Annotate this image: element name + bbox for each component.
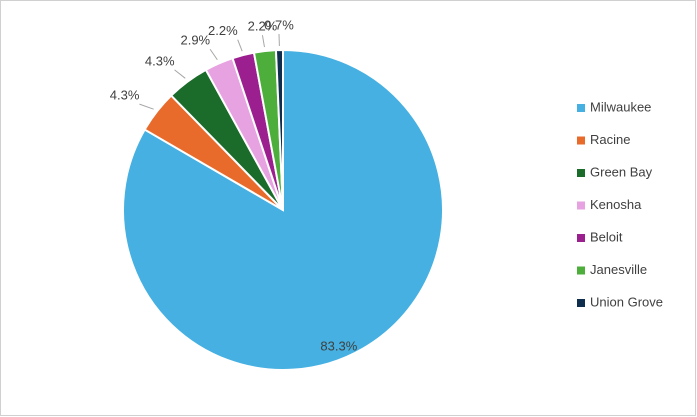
leader-line: [261, 35, 265, 48]
legend-label: Beloit: [590, 229, 623, 244]
legend-label: Milwaukee: [590, 99, 651, 114]
legend-label: Kenosha: [590, 197, 642, 212]
pie-slice: [274, 48, 284, 211]
legend-label: Union Grove: [590, 294, 663, 309]
legend-swatch: [577, 234, 585, 242]
legend-label: Janesville: [590, 262, 647, 277]
leader-line: [174, 69, 186, 79]
legend-swatch: [577, 169, 585, 177]
legend-swatch: [577, 201, 585, 210]
legend-swatch: [577, 299, 585, 307]
legend-swatch: [577, 104, 585, 112]
data-label: 4.3%: [145, 53, 175, 68]
data-label: 0.7%: [264, 17, 294, 32]
data-label: 2.9%: [180, 33, 210, 48]
data-label: 2.2%: [208, 23, 238, 38]
leader-line: [209, 48, 218, 61]
legend-label: Green Bay: [590, 164, 653, 179]
legend-swatch: [577, 266, 585, 275]
legend-label: Racine: [590, 132, 630, 147]
data-label: 2.2%: [248, 19, 278, 34]
legend-swatch: [577, 136, 585, 145]
data-label: 83.3%: [320, 339, 357, 354]
data-label: 4.3%: [110, 88, 140, 103]
leader-line: [139, 103, 154, 110]
leader-line: [237, 39, 243, 52]
